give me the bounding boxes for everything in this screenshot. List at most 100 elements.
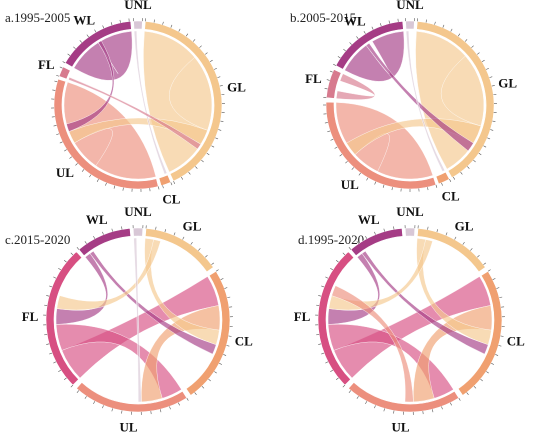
sector-tick: [46, 343, 50, 345]
sector-tick: [111, 408, 113, 412]
sector-arc: [325, 101, 437, 190]
sector-tick: [58, 268, 62, 271]
sector-tick: [211, 262, 215, 265]
sector-tick: [188, 171, 191, 175]
sector-label: GL: [455, 218, 474, 233]
sector-tick: [343, 48, 346, 52]
sector-tick: [434, 21, 436, 25]
chord-ribbon: [133, 30, 168, 175]
sector-tick: [219, 85, 223, 87]
chord-ribbon: [335, 102, 434, 180]
sector-tick: [489, 76, 493, 78]
sector-tick: [496, 287, 500, 289]
sector-tick: [379, 23, 382, 27]
chord-ribbon: [73, 31, 133, 81]
sector-tick: [371, 26, 374, 30]
sector-arc: [144, 20, 223, 182]
sector-tick: [46, 295, 50, 297]
sector-label: CL: [507, 334, 525, 349]
sector-tick: [75, 163, 78, 166]
sector-tick: [113, 185, 116, 189]
sector-arc: [78, 228, 132, 257]
sector-tick: [487, 137, 491, 140]
sector-label: GL: [227, 80, 246, 95]
sector-tick: [342, 252, 346, 256]
sector-tick: [442, 24, 445, 28]
sector-tick: [499, 296, 503, 299]
sector-label: UNL: [124, 204, 152, 219]
sector-tick: [324, 88, 328, 90]
sector-tick: [105, 182, 107, 186]
panel-title: c.2015-2020: [5, 232, 70, 247]
sector-tick: [492, 278, 496, 280]
sector-tick: [366, 177, 369, 181]
sector-tick: [365, 401, 368, 405]
sector-tick: [388, 20, 390, 24]
sector-arc: [405, 20, 415, 30]
sector-tick: [228, 335, 232, 337]
sector-tick: [159, 409, 162, 413]
sector-tick: [102, 231, 104, 235]
panel-title: a.1995-2005: [5, 10, 70, 25]
sector-tick: [76, 247, 80, 250]
sector-tick: [462, 242, 465, 245]
sector-tick: [201, 385, 205, 389]
sector-tick: [329, 70, 333, 73]
sector-tick: [425, 19, 427, 23]
sector-tick: [348, 390, 352, 393]
sector-tick: [155, 226, 157, 230]
sector-tick: [170, 182, 173, 186]
sector-tick: [473, 385, 477, 389]
sector-tick: [219, 362, 223, 365]
sector-tick: [194, 392, 197, 396]
sector-arc: [132, 227, 144, 237]
sector-label: FL: [294, 309, 311, 324]
sector-tick: [477, 254, 480, 258]
sector-tick: [393, 226, 395, 230]
chord-ribbon: [328, 239, 433, 311]
sector-tick: [217, 76, 221, 78]
chord-ribbon: [365, 43, 474, 152]
sector-tick: [495, 354, 499, 356]
sector-tick: [53, 125, 57, 127]
sector-tick: [206, 152, 210, 156]
sector-tick: [53, 361, 57, 364]
sector-tick: [327, 130, 331, 133]
sector-label: WL: [344, 14, 366, 29]
sector-tick: [356, 241, 359, 244]
sector-tick: [321, 352, 325, 355]
sector-tick: [73, 46, 76, 50]
sector-tick: [173, 232, 176, 236]
sector-label: UNL: [396, 204, 424, 219]
sector-tick: [492, 120, 496, 122]
chord-panel: a.1995-2005 UNL GL CL UL FL WL: [5, 0, 246, 206]
sector-tick: [351, 167, 355, 170]
sector-tick: [476, 52, 480, 55]
sector-tick: [223, 354, 227, 356]
sector-tick: [330, 268, 334, 271]
sector-tick: [205, 254, 208, 258]
sector-arc: [158, 174, 172, 187]
sector-tick: [441, 182, 443, 186]
chord-panel: b.2005-2015 UNL GL CL UL FL WL: [290, 0, 517, 203]
sector-tick: [215, 137, 219, 140]
sector-arc: [58, 66, 71, 80]
sector-tick: [330, 138, 334, 141]
sector-tick: [457, 33, 461, 37]
sector-tick: [52, 89, 56, 91]
sector-tick: [335, 259, 339, 263]
sector-tick: [486, 67, 489, 70]
sector-tick: [441, 406, 443, 410]
sector-tick: [450, 28, 453, 32]
sector-tick: [224, 287, 228, 289]
sector-tick: [215, 269, 219, 272]
sector-tick: [467, 166, 470, 169]
sector-tick: [214, 371, 217, 374]
sector-label: GL: [498, 75, 517, 90]
chord-ribbon: [89, 250, 217, 355]
sector-tick: [460, 171, 463, 175]
sector-tick: [178, 402, 180, 406]
sector-tick: [374, 231, 376, 235]
sector-arc: [335, 20, 404, 70]
sector-label: UL: [56, 165, 74, 180]
